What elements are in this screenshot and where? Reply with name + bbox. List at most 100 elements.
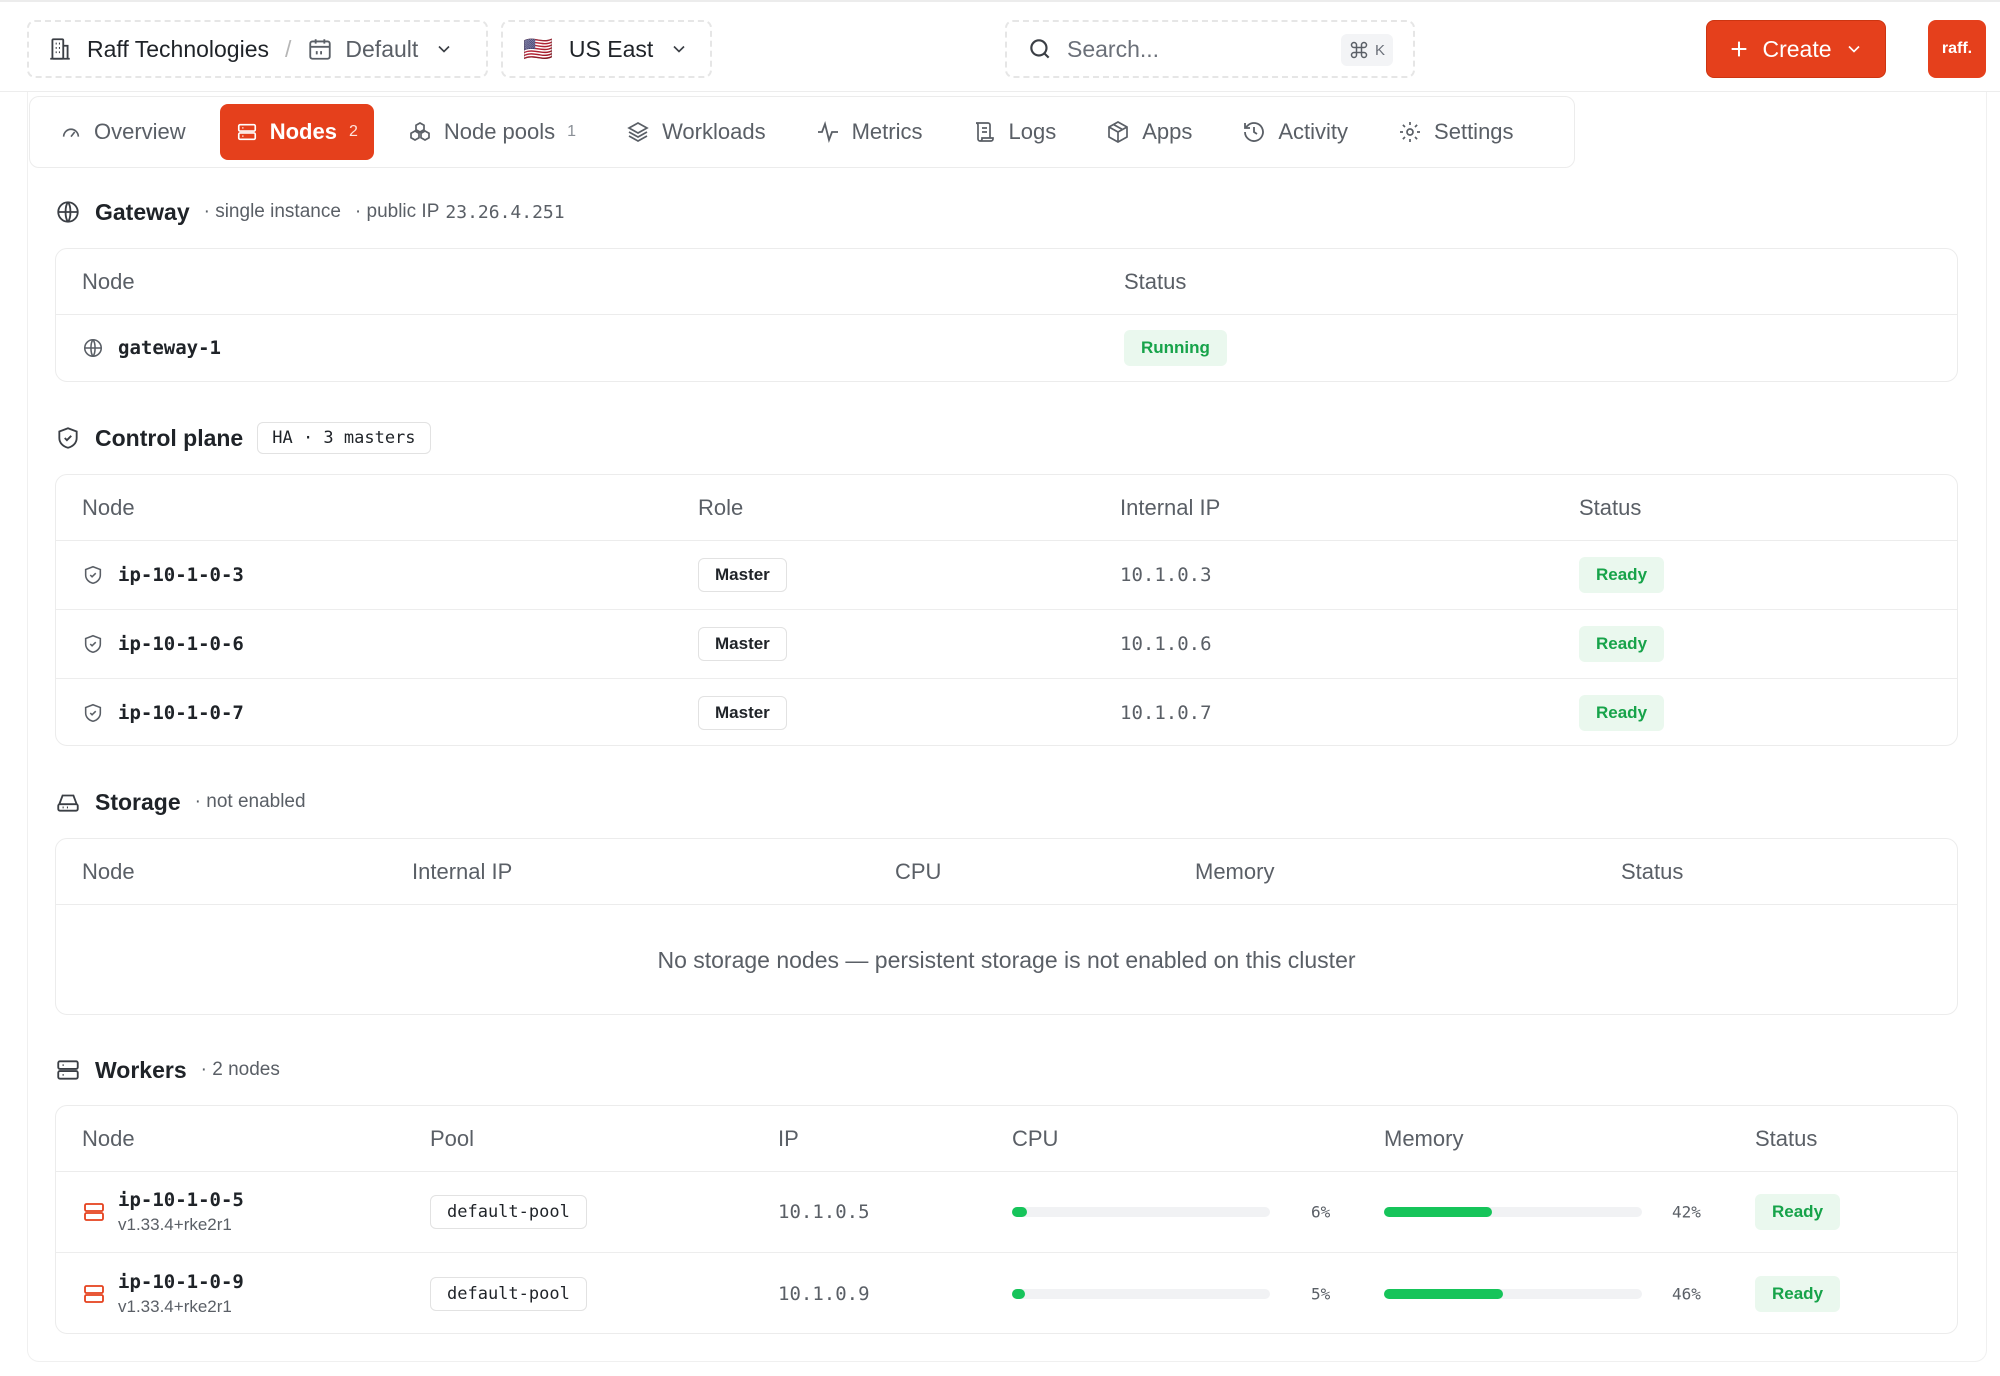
org-name[interactable]: Raff Technologies xyxy=(87,35,270,62)
breadcrumb[interactable]: Raff Technologies / Default xyxy=(27,20,488,78)
create-label: Create xyxy=(1762,35,1832,62)
internal-ip: 10.1.0.3 xyxy=(1120,564,1212,586)
cpu-usage-fill xyxy=(1012,1207,1028,1217)
tab-activity[interactable]: Activity xyxy=(1226,104,1364,160)
empty-state-message: No storage nodes — persistent storage is… xyxy=(657,946,1356,973)
status-badge: Ready xyxy=(1579,626,1665,662)
column-header: Node xyxy=(82,858,135,884)
shield-icon xyxy=(58,427,78,449)
table-row[interactable]: ip-10-1-0-5 v1.33.4+rke2r1 default-pool … xyxy=(56,1172,1957,1253)
role-badge: Master xyxy=(698,627,787,661)
cpu-usage-bar xyxy=(1012,1207,1270,1217)
project-name[interactable]: Default xyxy=(345,35,419,62)
workers-table: Node Pool IP CPU Memory Status ip-10-1-0… xyxy=(55,1105,1958,1334)
building-icon xyxy=(50,38,70,60)
table-header: Node Internal IP CPU Memory Status xyxy=(56,839,1957,905)
memory-usage-percent: 42% xyxy=(1672,1202,1701,1222)
table-row[interactable]: ip-10-1-0-7 Master 10.1.0.7 Ready xyxy=(56,679,1957,745)
server-icon xyxy=(237,123,256,141)
table-row[interactable]: ip-10-1-0-6 Master 10.1.0.6 Ready xyxy=(56,610,1957,679)
column-header: Internal IP xyxy=(412,858,513,884)
node-version: v1.33.4+rke2r1 xyxy=(118,1215,232,1234)
pool-badge[interactable]: default-pool xyxy=(430,1276,587,1311)
tab-workloads[interactable]: Workloads xyxy=(610,104,782,160)
search-input[interactable]: Search... K xyxy=(1005,20,1415,78)
pool-badge[interactable]: default-pool xyxy=(430,1195,587,1229)
tab-apps[interactable]: Apps xyxy=(1090,104,1208,160)
gateway-table: Node Status gateway-1 Running xyxy=(55,248,1958,382)
column-header: Node xyxy=(82,268,135,294)
table-row[interactable]: ip-10-1-0-9 v1.33.4+rke2r1 default-pool … xyxy=(56,1253,1957,1333)
region-selector[interactable]: 🇺🇸 US East xyxy=(501,20,712,78)
status-badge: Ready xyxy=(1579,695,1665,731)
column-header: Status xyxy=(1579,494,1642,520)
globe-icon xyxy=(57,201,79,223)
server-icon xyxy=(57,1060,79,1080)
role-badge: Master xyxy=(698,558,787,592)
column-header: IP xyxy=(778,1125,799,1151)
shortcut-key: K xyxy=(1374,41,1385,59)
node-name[interactable]: ip-10-1-0-6 xyxy=(118,633,244,655)
table-row[interactable]: ip-10-1-0-3 Master 10.1.0.3 Ready xyxy=(56,541,1957,610)
tab-label: Apps xyxy=(1142,119,1193,144)
column-header: CPU xyxy=(895,858,942,884)
node-ip: 10.1.0.9 xyxy=(778,1282,870,1305)
gateway-public-ip: 23.26.4.251 xyxy=(445,201,565,223)
column-header: Role xyxy=(698,494,744,520)
tab-count: 1 xyxy=(567,123,577,140)
avatar[interactable]: raff. xyxy=(1928,20,1986,78)
cpu-usage-percent: 6% xyxy=(1311,1202,1331,1222)
chevron-down-icon xyxy=(673,45,685,53)
activity-icon xyxy=(817,120,838,144)
server-icon xyxy=(82,1282,106,1306)
memory-usage-percent: 46% xyxy=(1672,1284,1701,1303)
node-cell: ip-10-1-0-9 v1.33.4+rke2r1 xyxy=(118,1271,244,1317)
worker-count: · 2 nodes xyxy=(200,1059,280,1080)
tab-label: Metrics xyxy=(851,119,923,144)
hard-drive-icon xyxy=(57,794,79,812)
column-header: CPU xyxy=(1012,1125,1059,1151)
create-button[interactable]: Create xyxy=(1706,20,1886,78)
boxes-icon xyxy=(409,122,430,141)
history-icon xyxy=(1244,122,1265,142)
tab-settings[interactable]: Settings xyxy=(1382,104,1530,160)
storage-section-header: Storage · not enabled xyxy=(55,786,306,818)
control-plane-table: Node Role Internal IP Status ip-10-1-0-3… xyxy=(55,474,1958,746)
memory-usage-bar xyxy=(1384,1288,1642,1299)
package-icon xyxy=(1108,121,1129,143)
shield-icon xyxy=(82,633,104,655)
table-row[interactable]: gateway-1 Running xyxy=(56,315,1957,381)
node-name[interactable]: gateway-1 xyxy=(118,337,221,359)
section-title: Storage xyxy=(95,788,181,815)
node-name[interactable]: ip-10-1-0-5 xyxy=(118,1189,244,1211)
table-header: Node Status xyxy=(56,249,1957,315)
node-name[interactable]: ip-10-1-0-9 xyxy=(118,1270,244,1293)
tab-count: 2 xyxy=(348,123,358,140)
tab-metrics[interactable]: Metrics xyxy=(800,104,939,160)
command-icon xyxy=(1350,41,1368,59)
table-header: Node Role Internal IP Status xyxy=(56,475,1957,541)
tab-label: Settings xyxy=(1434,119,1514,144)
ha-badge: HA · 3 masters xyxy=(257,422,431,454)
top-bar: Raff Technologies / Default 🇺🇸 US East S… xyxy=(0,0,2000,92)
gateway-section-header: Gateway · single instance · public IP 23… xyxy=(55,196,565,228)
tab-label: Nodes xyxy=(269,119,337,144)
tab-nodes[interactable]: Nodes 2 xyxy=(219,104,374,160)
tab-node-pools[interactable]: Node pools 1 xyxy=(392,104,592,160)
tab-label: Node pools xyxy=(443,119,556,144)
node-name[interactable]: ip-10-1-0-7 xyxy=(118,702,244,724)
server-icon xyxy=(82,1200,106,1224)
tab-logs[interactable]: Logs xyxy=(956,104,1072,160)
node-name[interactable]: ip-10-1-0-3 xyxy=(118,564,244,586)
tab-overview[interactable]: Overview xyxy=(44,104,202,160)
control-plane-section-header: Control plane HA · 3 masters xyxy=(55,420,431,456)
gateway-ip-label: · public IP xyxy=(354,201,440,222)
tab-label: Activity xyxy=(1278,119,1349,144)
tab-label: Workloads xyxy=(662,119,766,144)
tab-label: Overview xyxy=(94,119,186,144)
column-header: Memory xyxy=(1384,1125,1464,1151)
chevron-down-icon[interactable] xyxy=(434,39,454,59)
cpu-usage-percent: 5% xyxy=(1311,1284,1331,1303)
column-header: Memory xyxy=(1195,858,1275,884)
breadcrumb-separator: / xyxy=(285,35,292,62)
